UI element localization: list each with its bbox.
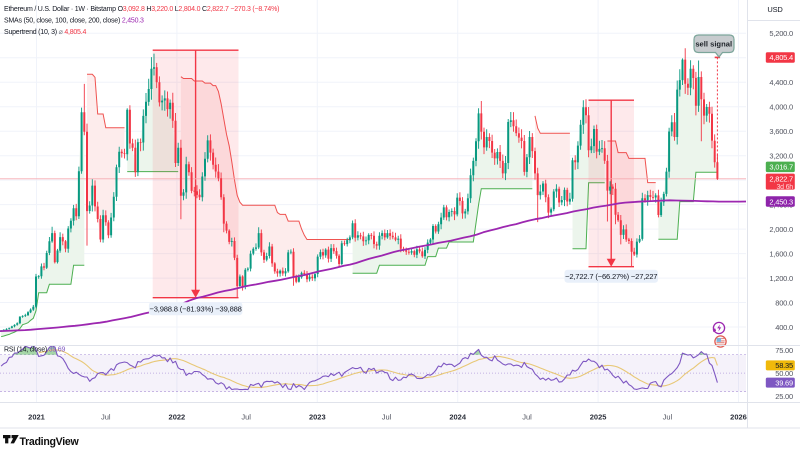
svg-text:39.69: 39.69	[775, 378, 793, 387]
svg-text:58.35: 58.35	[775, 361, 793, 370]
svg-text:2024: 2024	[449, 413, 467, 422]
svg-text:Jul: Jul	[101, 413, 111, 422]
svg-text:3,016.7: 3,016.7	[769, 163, 793, 172]
svg-text:2,822.7: 2,822.7	[769, 175, 793, 184]
svg-text:3,200.0: 3,200.0	[769, 152, 793, 161]
svg-text:−2,722.7 (−66.27%) −27,227: −2,722.7 (−66.27%) −27,227	[565, 272, 657, 281]
svg-text:3,600.0: 3,600.0	[769, 127, 793, 136]
svg-text:USD: USD	[767, 5, 783, 14]
svg-text:2021: 2021	[28, 413, 45, 422]
svg-text:−3,988.8 (−81.93%) −39,888: −3,988.8 (−81.93%) −39,888	[149, 305, 241, 314]
svg-text:50.00: 50.00	[775, 369, 793, 378]
svg-text:Supertrend (10, 3) ⌀ 4,805.4: Supertrend (10, 3) ⌀ 4,805.4	[4, 29, 86, 36]
svg-text:800.0: 800.0	[775, 298, 793, 307]
svg-text:TradingView: TradingView	[20, 436, 80, 448]
svg-text:SMAs (50, close, 100, close, 2: SMAs (50, close, 100, close, 200, close)…	[4, 18, 144, 25]
svg-text:4,400.0: 4,400.0	[769, 78, 793, 87]
svg-text:Jul: Jul	[241, 413, 251, 422]
svg-text:Jul: Jul	[382, 413, 392, 422]
svg-text:2023: 2023	[309, 413, 326, 422]
svg-text:Jul: Jul	[522, 413, 532, 422]
svg-text:75.00: 75.00	[775, 346, 793, 355]
svg-text:4,805.4: 4,805.4	[769, 53, 793, 62]
svg-text:2,000.0: 2,000.0	[769, 225, 793, 234]
svg-text:4,000.0: 4,000.0	[769, 103, 793, 112]
svg-text:RSI (14, close) 39.69: RSI (14, close) 39.69	[4, 347, 65, 354]
svg-text:5,200.0: 5,200.0	[769, 29, 793, 38]
svg-text:400.0: 400.0	[775, 323, 793, 332]
svg-text:2,450.3: 2,450.3	[769, 197, 793, 206]
svg-text:2022: 2022	[169, 413, 186, 422]
svg-text:sell signal: sell signal	[695, 40, 732, 49]
svg-text:25.00: 25.00	[775, 392, 793, 401]
svg-text:2026: 2026	[730, 413, 747, 422]
svg-text:1,600.0: 1,600.0	[769, 249, 793, 258]
svg-text:Jul: Jul	[663, 413, 673, 422]
svg-text:Ethereum / U.S. Dollar · 1W ·: Ethereum / U.S. Dollar · 1W · Bitstamp O…	[4, 6, 279, 13]
svg-text:1,200.0: 1,200.0	[769, 274, 793, 283]
svg-text:2025: 2025	[590, 413, 607, 422]
svg-text:3d 6h: 3d 6h	[776, 184, 793, 191]
